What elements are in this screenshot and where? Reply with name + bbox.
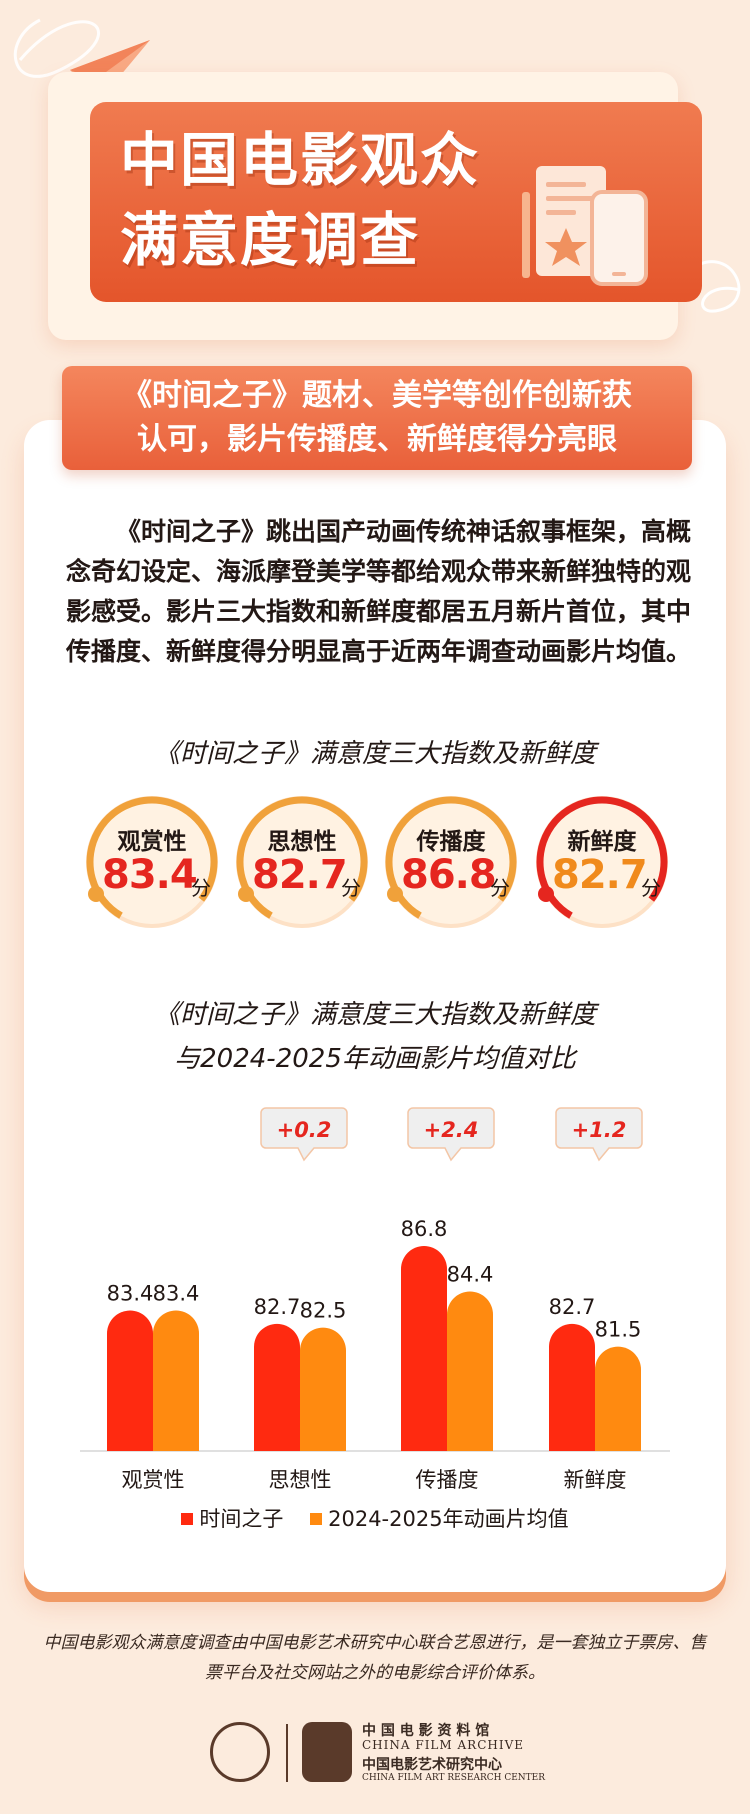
legend-label-series-1: 时间之子 — [199, 1507, 284, 1531]
score-card-3: 传播度 86.8 分 — [385, 796, 517, 928]
score-label: 传播度 — [416, 829, 486, 855]
score-label: 思想性 — [267, 829, 337, 855]
chart-legend: 时间之子 2024-2025年动画片均值 — [0, 1503, 750, 1533]
score-card-2: 思想性 82.7 分 — [236, 796, 368, 928]
score-label: 观赏性 — [117, 829, 187, 855]
intro-paragraph: 《时间之子》跳出国产动画传统神话叙事框架，高概念奇幻设定、海派摩登美学等都给观众… — [66, 517, 692, 666]
score-ring-icon — [536, 796, 668, 928]
subtitle-banner: 《时间之子》题材、美学等创作创新获 认可，影片传播度、新鲜度得分亮眼 — [62, 366, 692, 470]
score-ring-icon — [86, 796, 218, 928]
china-film-archive-seal-logo — [210, 1722, 270, 1782]
legend-swatch-series-2 — [310, 1513, 323, 1525]
org2-cn-name: 中国电影艺术研究中心 — [362, 1757, 502, 1773]
legend-label-series-2: 2024-2025年动画片均值 — [328, 1507, 569, 1531]
score-ring-icon — [385, 796, 517, 928]
logo-divider — [286, 1724, 288, 1782]
film-archive-mark-logo — [302, 1722, 352, 1782]
org2-en-name: CHINA FILM ART RESEARCH CENTER — [362, 1773, 545, 1783]
score-card-1: 观赏性 83.4 分 — [86, 796, 218, 928]
score-unit: 分 — [341, 876, 361, 900]
score-ring-icon — [236, 796, 368, 928]
score-card-4: 新鲜度 82.7 分 — [536, 796, 668, 928]
score-value: 82.7 — [552, 852, 648, 898]
legend-item-series-1: 时间之子 — [181, 1503, 283, 1533]
chart-title: 《时间之子》满意度三大指数及新鲜度 与2024-2025年动画影片均值对比 — [153, 1000, 596, 1074]
footer-note: 中国电影观众满意度调查由中国电影艺术研究中心联合艺恩进行，是一套独立于票房、售票… — [43, 1633, 707, 1683]
score-value: 86.8 — [401, 852, 497, 898]
page-title: 中国电影观众 满意度调查 — [120, 126, 481, 274]
org1-en-name: CHINA FILM ARCHIVE — [362, 1738, 525, 1752]
score-value: 82.7 — [252, 852, 348, 898]
survey-document-icon — [522, 166, 648, 286]
score-label: 新鲜度 — [567, 829, 637, 855]
score-value: 83.4 — [102, 852, 198, 898]
legend-item-series-2: 2024-2025年动画片均值 — [310, 1503, 569, 1533]
score-unit: 分 — [641, 876, 661, 900]
scores-section-title: 《时间之子》满意度三大指数及新鲜度 — [153, 739, 596, 769]
score-unit: 分 — [191, 876, 211, 900]
footer-logos: 中 国 电 影 资 料 馆 CHINA FILM ARCHIVE 中国电影艺术研… — [210, 1718, 550, 1792]
score-unit: 分 — [490, 876, 510, 900]
legend-swatch-series-1 — [181, 1513, 194, 1525]
org1-cn-name: 中 国 电 影 资 料 馆 — [362, 1723, 490, 1739]
subtitle-text: 《时间之子》题材、美学等创作创新获 认可，影片传播度、新鲜度得分亮眼 — [122, 378, 632, 457]
